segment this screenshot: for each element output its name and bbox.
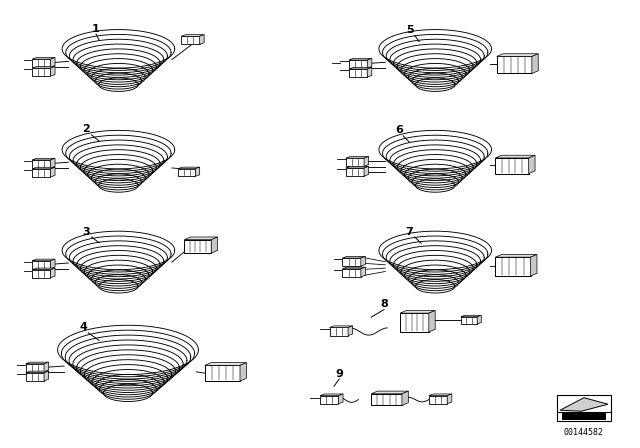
Polygon shape [26, 362, 49, 364]
Polygon shape [178, 167, 200, 169]
Polygon shape [402, 391, 408, 405]
Text: 6: 6 [395, 125, 403, 135]
Polygon shape [32, 59, 51, 67]
Text: 7: 7 [406, 227, 413, 237]
Polygon shape [330, 327, 348, 336]
Polygon shape [32, 261, 51, 269]
Polygon shape [429, 394, 452, 396]
Polygon shape [181, 34, 204, 36]
Polygon shape [330, 326, 353, 327]
Polygon shape [367, 58, 372, 68]
Polygon shape [51, 57, 55, 67]
Polygon shape [348, 326, 353, 336]
Polygon shape [184, 237, 218, 240]
Text: 5: 5 [406, 25, 413, 35]
Polygon shape [320, 394, 343, 396]
Text: 4: 4 [79, 323, 87, 332]
Polygon shape [342, 256, 365, 258]
Polygon shape [32, 68, 51, 76]
Polygon shape [32, 259, 55, 261]
Polygon shape [461, 317, 477, 324]
Polygon shape [32, 158, 55, 160]
Polygon shape [495, 254, 537, 257]
Polygon shape [32, 169, 51, 177]
Polygon shape [497, 54, 538, 56]
Polygon shape [184, 240, 211, 253]
Polygon shape [26, 373, 44, 381]
Polygon shape [195, 167, 200, 177]
Polygon shape [346, 166, 369, 168]
Polygon shape [562, 413, 606, 420]
Polygon shape [178, 169, 195, 177]
Polygon shape [461, 315, 481, 317]
Polygon shape [205, 363, 246, 366]
Polygon shape [51, 66, 55, 76]
Polygon shape [32, 270, 51, 278]
Polygon shape [346, 158, 364, 166]
Polygon shape [44, 371, 49, 381]
Text: 1: 1 [92, 24, 100, 34]
Polygon shape [26, 364, 44, 372]
Polygon shape [342, 258, 361, 266]
Polygon shape [532, 54, 538, 73]
Polygon shape [349, 67, 372, 69]
Polygon shape [205, 366, 240, 381]
Polygon shape [51, 167, 55, 177]
Polygon shape [51, 268, 55, 278]
Polygon shape [32, 57, 55, 59]
Polygon shape [32, 268, 55, 270]
Polygon shape [32, 160, 51, 168]
Polygon shape [32, 167, 55, 169]
Polygon shape [181, 36, 200, 44]
Polygon shape [429, 310, 435, 332]
Text: 00144582: 00144582 [564, 428, 604, 437]
Polygon shape [400, 313, 429, 332]
Polygon shape [349, 58, 372, 60]
Polygon shape [44, 362, 49, 372]
Polygon shape [495, 155, 535, 158]
Polygon shape [495, 158, 529, 173]
Polygon shape [339, 394, 343, 404]
Polygon shape [531, 254, 537, 276]
Polygon shape [371, 391, 408, 394]
Polygon shape [371, 394, 402, 405]
Polygon shape [349, 60, 367, 68]
Polygon shape [495, 257, 531, 276]
Polygon shape [342, 267, 365, 269]
Text: 8: 8 [380, 299, 388, 309]
Polygon shape [364, 166, 369, 176]
Polygon shape [560, 398, 608, 411]
Polygon shape [346, 156, 369, 158]
Text: 3: 3 [83, 227, 90, 237]
Polygon shape [361, 256, 365, 266]
Polygon shape [497, 56, 532, 73]
Polygon shape [364, 156, 369, 166]
Polygon shape [240, 363, 246, 381]
Polygon shape [361, 267, 365, 277]
Polygon shape [400, 310, 435, 313]
Polygon shape [51, 158, 55, 168]
Polygon shape [26, 371, 49, 373]
Polygon shape [51, 259, 55, 269]
Polygon shape [447, 394, 452, 404]
Polygon shape [429, 396, 447, 404]
Text: 2: 2 [83, 125, 90, 134]
Polygon shape [477, 315, 481, 324]
Polygon shape [529, 155, 535, 173]
Text: 9: 9 [335, 369, 343, 379]
Polygon shape [200, 34, 204, 44]
Polygon shape [557, 395, 611, 421]
Polygon shape [342, 269, 361, 277]
Polygon shape [367, 67, 372, 77]
Polygon shape [346, 168, 364, 176]
Polygon shape [211, 237, 218, 253]
Polygon shape [32, 66, 55, 68]
Polygon shape [320, 396, 339, 404]
Polygon shape [349, 69, 367, 77]
